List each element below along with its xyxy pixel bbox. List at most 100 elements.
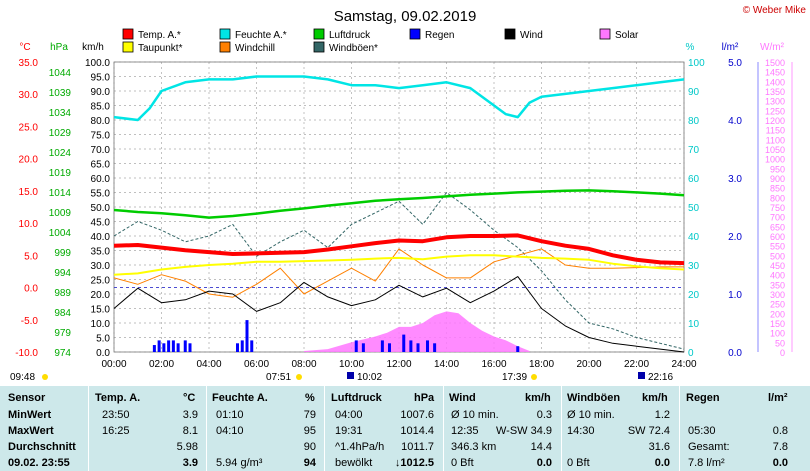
humidity-tick-label: 30 [688,261,700,272]
solar-unit-label: W/m² [760,42,785,53]
moonset-time: 09:48 [10,372,35,383]
header-feuchte: Feuchte A. [212,392,268,404]
feuchte-time: 04:10 [216,425,244,437]
humidity-unit-label: % [686,42,695,53]
druck-value: 1014.4 [400,425,434,437]
wind-tick-label: 75.0 [91,131,111,142]
header-regen: Regen [686,392,720,404]
time-tick-label: 18:00 [529,359,554,370]
humidity-tick-label: 50 [688,203,700,214]
chart-series [113,75,685,353]
row-label: MaxWert [8,425,54,437]
rain-bar [409,340,413,352]
druck-time: 19:31 [335,425,363,437]
wind-value: 14.4 [530,441,552,453]
rain-bar [240,340,244,352]
header-temp: Temp. A. [95,392,141,404]
solar-tick-label: 350 [770,280,785,290]
sun-icon [296,374,302,380]
rain-tick-label: 0.0 [728,348,742,359]
rain-tick-label: 2.0 [728,232,742,243]
solar-tick-label: 850 [770,184,785,194]
rain-bar [250,340,254,352]
legend-label: Solar [615,30,639,41]
wind-tick-label: 25.0 [91,276,111,287]
temp-time: 23:50 [102,409,130,421]
solar-tick-label: 200 [770,309,785,319]
solar-tick-label: 1250 [765,106,785,116]
time-tick-label: 04:00 [196,359,221,370]
series-line [113,189,685,219]
humidity-tick-label: 80 [688,116,700,127]
rain-bar [157,340,161,352]
legend-label: Luftdruck [329,30,371,41]
header-wind-unit: km/h [525,392,551,404]
humidity-tick-label: 60 [688,174,700,185]
feuchte-value: 94 [303,457,316,469]
row-label: Durchschnitt [8,441,76,453]
rain-tick-label: 5.0 [728,58,742,69]
humidity-tick-label: 20 [688,290,700,301]
solar-tick-label: 1050 [765,145,785,155]
solar-tick-label: 1450 [765,68,785,78]
time-tick-label: 02:00 [149,359,174,370]
solar-tick-label: 1300 [765,97,785,107]
wind-tick-label: 70.0 [91,145,111,156]
series-line [113,254,685,276]
series-line [113,233,685,266]
wind-tick-label: 40.0 [91,232,111,243]
pressure-tick-label: 1004 [49,228,72,239]
moonrise-time-1: 10:02 [357,372,382,383]
legend-label: Windchill [235,43,275,54]
solar-tick-label: 1200 [765,116,785,126]
rain-bar [433,343,437,352]
rain-bar [236,343,239,352]
time-tick-label: 12:00 [386,359,411,370]
header-wind: Wind [449,392,476,404]
rain-tick-label: 4.0 [728,116,742,127]
wind-tick-label: 45.0 [91,218,111,229]
temp-tick-label: -10.0 [15,348,38,359]
solar-area [304,311,530,352]
solar-tick-label: 1100 [766,135,785,145]
solar-tick-label: 550 [770,242,785,252]
feuchte-value: 95 [303,425,316,437]
solar-tick-label: 300 [770,290,785,300]
solar-tick-label: 0 [780,348,785,358]
pressure-tick-label: 989 [54,288,71,299]
druck-time: 04:00 [335,409,363,421]
time-tick-label: 14:00 [434,359,459,370]
moonrise-icon [638,372,645,379]
header-luftdruck: Luftdruck [331,392,382,404]
sun-icon [531,374,537,380]
pressure-tick-label: 1019 [49,168,72,179]
druck-time: ^1.4hPa/h [335,441,385,453]
pressure-tick-label: 984 [54,308,71,319]
sun-moon-times: 09:48 07:51 10:02 17:39 22:16 [10,372,673,383]
pressure-tick-label: 1024 [49,148,72,159]
boeen-label: 0 Bft [567,457,590,469]
legend-swatch [409,28,421,40]
wind-tick-label: 80.0 [91,116,111,127]
series-line [113,75,685,122]
temp-tick-label: 0.0 [24,284,38,295]
regen-value: 7.8 [772,441,788,453]
wind-tick-label: 95.0 [91,73,111,84]
feuchte-value: 90 [303,441,316,453]
series-line [113,248,684,298]
temp-tick-label: 10.0 [19,219,39,230]
time-tick-label: 22:00 [624,359,649,370]
row-label: 09.02. 23:55 [8,457,70,469]
humidity-tick-label: 10 [688,319,700,330]
wind-tick-label: 90.0 [91,87,111,98]
copyright-label: © Weber Mike [743,5,807,16]
pressure-tick-label: 1034 [49,108,72,119]
wind-tick-label: 50.0 [91,203,111,214]
legend-swatch [122,28,134,40]
wind-value: 0.0 [536,457,552,469]
chart-axes: 35.0 30.0 25.0 20.0 15.0 10.0 5.0 0.0 -5.0 -10.0 1… [15,58,793,370]
regen-label: Gesamt: [688,441,730,453]
rain-bar [183,340,187,352]
moonrise-icon [347,372,354,379]
solar-tick-label: 700 [770,213,785,223]
